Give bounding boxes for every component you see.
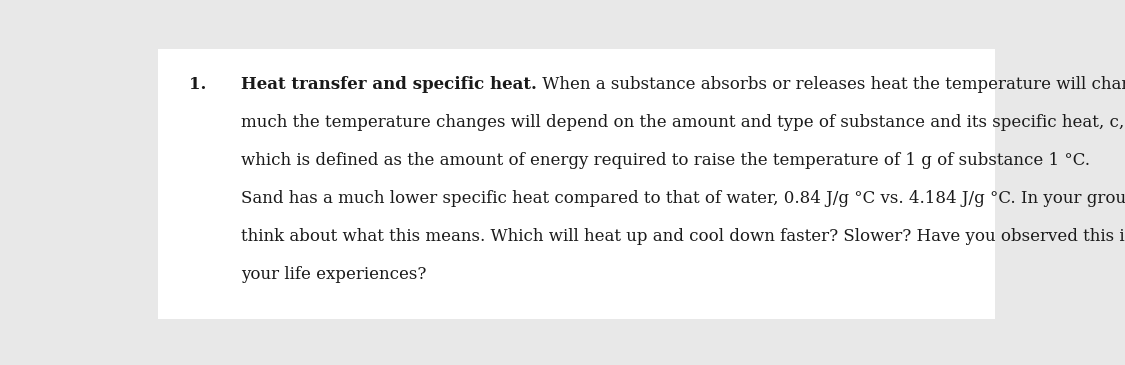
Text: When a substance absorbs or releases heat the temperature will change. How: When a substance absorbs or releases hea… xyxy=(537,76,1125,93)
Text: Sand has a much lower specific heat compared to that of water, 0.84 J/g °C vs. 4: Sand has a much lower specific heat comp… xyxy=(241,190,1125,207)
Text: much the temperature changes will depend on the amount and type of substance and: much the temperature changes will depend… xyxy=(241,114,1124,131)
Text: Heat transfer and specific heat.: Heat transfer and specific heat. xyxy=(241,76,537,93)
Text: think about what this means. Which will heat up and cool down faster? Slower? Ha: think about what this means. Which will … xyxy=(241,228,1125,245)
Text: your life experiences?: your life experiences? xyxy=(241,266,426,283)
Text: which is defined as the amount of energy required to raise the temperature of 1 : which is defined as the amount of energy… xyxy=(241,152,1090,169)
Text: 1.: 1. xyxy=(189,76,206,93)
FancyBboxPatch shape xyxy=(158,49,996,319)
